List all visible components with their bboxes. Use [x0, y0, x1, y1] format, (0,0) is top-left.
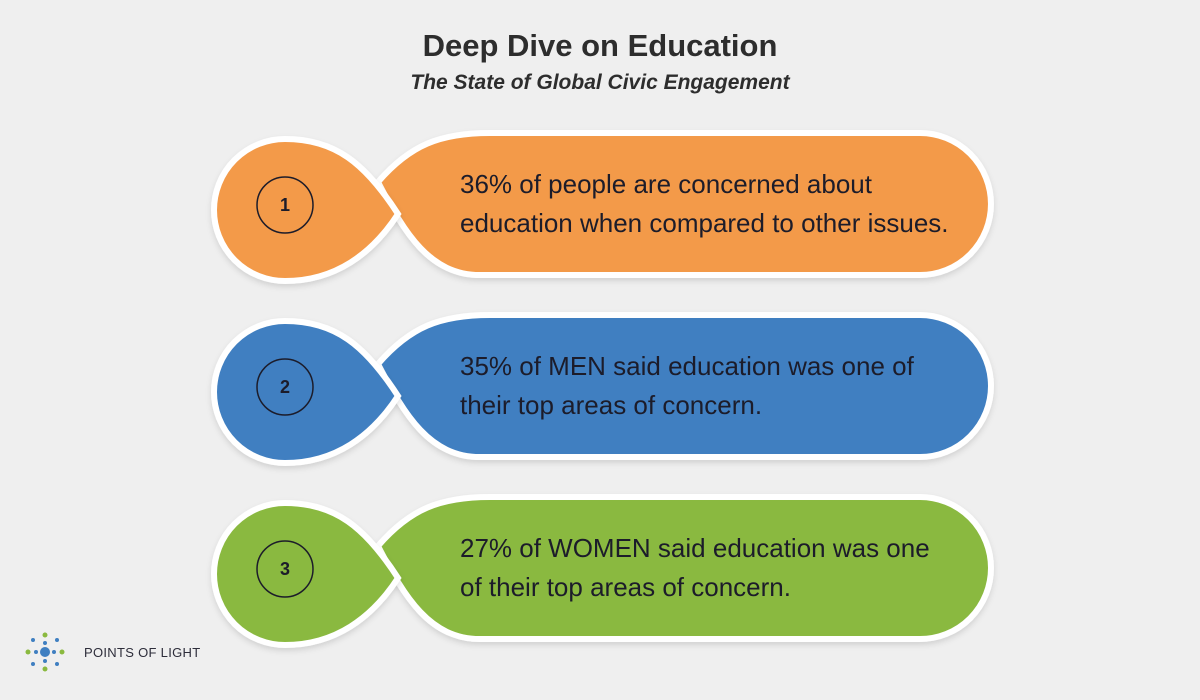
item-number-ring: [256, 358, 314, 416]
logo-text: POINTS OF LIGHT: [84, 645, 201, 660]
item-text: 27% of WOMEN said education was one of t…: [460, 533, 930, 602]
item-text: 36% of people are concerned about educat…: [460, 169, 949, 238]
item-number: 2: [279, 377, 290, 397]
subtitle: The State of Global Civic Engagement: [410, 71, 790, 94]
item-drop: [211, 499, 402, 649]
item-pill: [374, 130, 994, 278]
item-pill: [374, 312, 994, 460]
logo-mark: [25, 632, 65, 672]
title: Deep Dive on Education: [422, 28, 778, 63]
item-text: 35% of MEN said education was one of the…: [460, 351, 914, 420]
item-pill: [374, 494, 994, 642]
item-drop: [211, 317, 402, 467]
item-number-ring: [256, 176, 314, 234]
item-drop: [211, 135, 402, 285]
item-number: 1: [279, 195, 290, 215]
item-number: 3: [279, 559, 290, 579]
item-number-ring: [256, 540, 314, 598]
